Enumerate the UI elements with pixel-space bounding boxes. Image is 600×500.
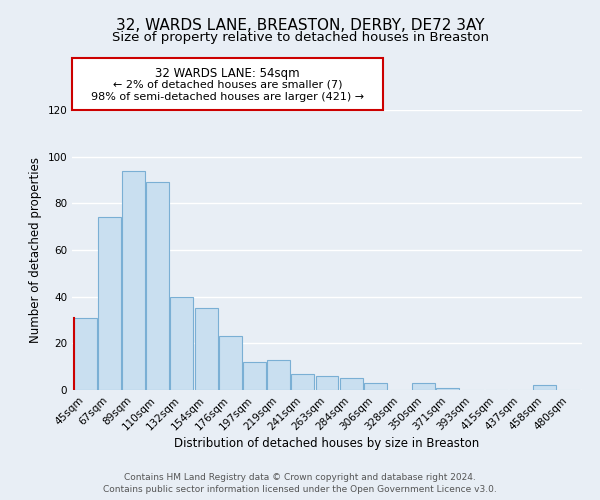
Bar bbox=[364, 383, 387, 390]
Bar bbox=[98, 218, 121, 390]
Y-axis label: Number of detached properties: Number of detached properties bbox=[29, 157, 42, 343]
X-axis label: Distribution of detached houses by size in Breaston: Distribution of detached houses by size … bbox=[175, 438, 479, 450]
Text: 32 WARDS LANE: 54sqm: 32 WARDS LANE: 54sqm bbox=[155, 66, 300, 80]
Bar bbox=[219, 336, 242, 390]
Bar bbox=[267, 360, 290, 390]
Bar bbox=[194, 308, 218, 390]
Text: 98% of semi-detached houses are larger (421) →: 98% of semi-detached houses are larger (… bbox=[91, 92, 364, 102]
Bar bbox=[122, 170, 145, 390]
Bar bbox=[170, 296, 193, 390]
Bar bbox=[340, 378, 362, 390]
Text: Size of property relative to detached houses in Breaston: Size of property relative to detached ho… bbox=[112, 31, 488, 44]
Text: 32, WARDS LANE, BREASTON, DERBY, DE72 3AY: 32, WARDS LANE, BREASTON, DERBY, DE72 3A… bbox=[116, 18, 484, 32]
Bar bbox=[533, 386, 556, 390]
Bar bbox=[243, 362, 266, 390]
Bar bbox=[412, 383, 435, 390]
Bar bbox=[146, 182, 169, 390]
Text: ← 2% of detached houses are smaller (7): ← 2% of detached houses are smaller (7) bbox=[113, 79, 342, 89]
Bar bbox=[436, 388, 460, 390]
Bar bbox=[292, 374, 314, 390]
FancyBboxPatch shape bbox=[72, 58, 383, 110]
Text: Contains HM Land Registry data © Crown copyright and database right 2024.
Contai: Contains HM Land Registry data © Crown c… bbox=[103, 472, 497, 494]
Bar bbox=[74, 318, 97, 390]
Bar bbox=[316, 376, 338, 390]
